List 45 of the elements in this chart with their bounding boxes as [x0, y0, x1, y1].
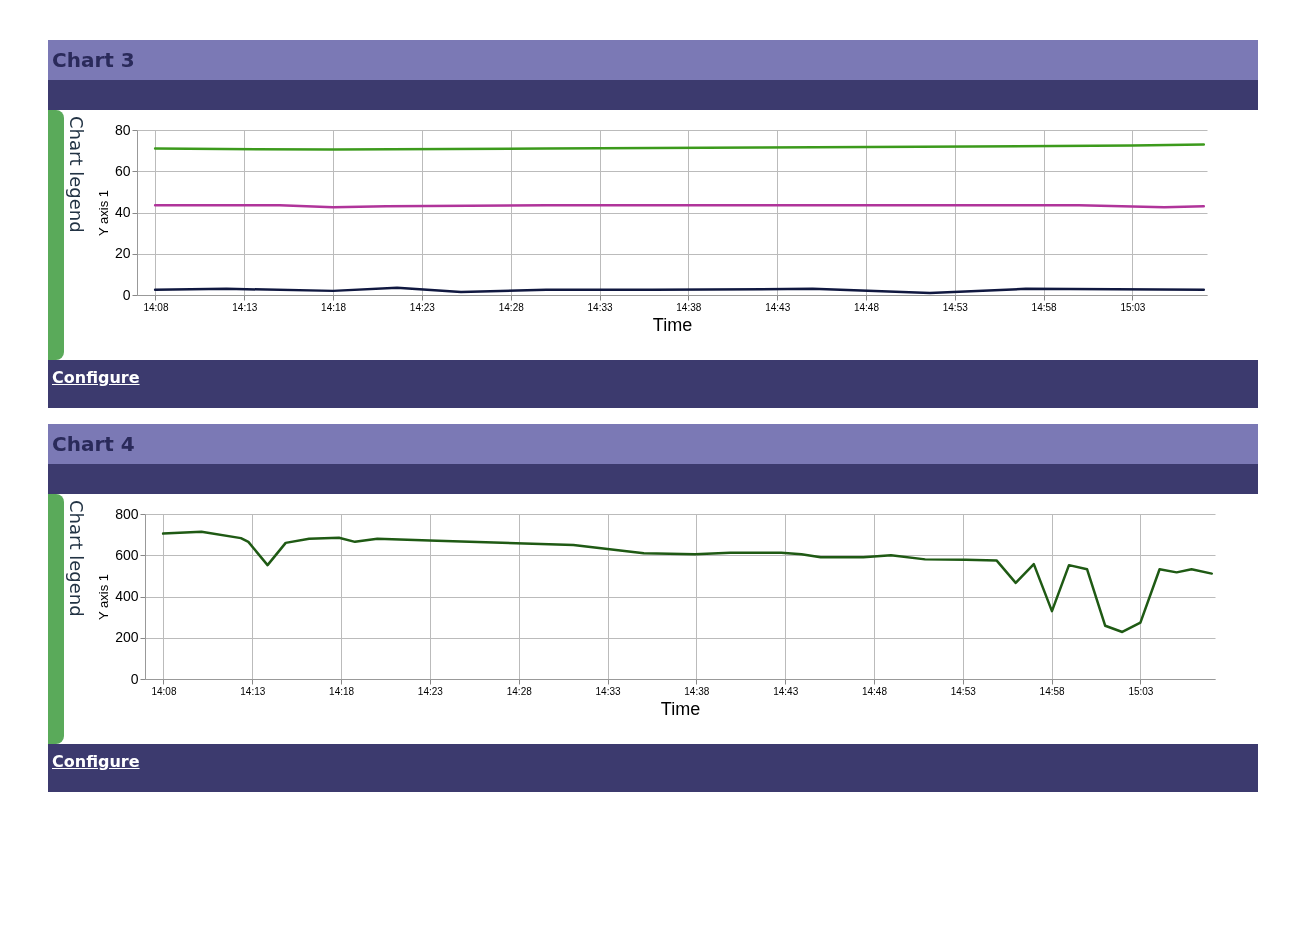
x-tick-label: 15:03: [1120, 301, 1146, 313]
x-tick-label: 14:58: [1031, 301, 1058, 313]
y-axis-title: Y axis 1: [95, 189, 111, 237]
x-axis-title: Time: [652, 314, 693, 335]
x-tick-label: 14:53: [950, 685, 977, 697]
x-tick-label: 14:23: [417, 685, 444, 697]
y-tick-label: 20: [114, 245, 131, 262]
x-tick-label: 14:13: [240, 685, 266, 697]
x-tick-label: 14:53: [942, 301, 969, 313]
x-tick-label: 14:43: [773, 685, 799, 697]
x-tick-label: 14:18: [321, 301, 347, 313]
x-axis-title: Time: [660, 698, 701, 719]
x-tick-label: 14:28: [498, 301, 525, 313]
x-tick-label: 14:13: [232, 301, 258, 313]
y-tick-label: 800: [115, 505, 139, 522]
y-tick-label: 400: [115, 588, 139, 604]
x-tick-label: 14:18: [329, 685, 355, 697]
x-tick-label: 14:08: [143, 301, 169, 313]
y-tick-label: 600: [115, 546, 139, 563]
x-tick-label: 14:48: [861, 685, 888, 697]
x-tick-label: 14:08: [151, 685, 177, 697]
text: Chart legend: [66, 500, 87, 617]
x-tick-label: 14:38: [684, 685, 710, 697]
x-tick-label: 14:33: [587, 301, 613, 313]
y-tick-label: 80: [114, 121, 131, 138]
x-tick-label: 14:28: [506, 685, 533, 697]
x-tick-label: 14:38: [676, 301, 702, 313]
x-tick-label: 14:43: [765, 301, 791, 313]
chart-title: Chart 3: [48, 40, 1258, 80]
x-tick-label: 14:33: [595, 685, 621, 697]
chart-title: Chart 4: [48, 424, 1258, 464]
line-series: [161, 530, 1214, 634]
x-tick-label: 14:58: [1039, 685, 1066, 697]
y-tick-label: 40: [114, 204, 131, 220]
x-tick-label: 14:48: [853, 301, 880, 313]
text: Configure: [52, 752, 140, 771]
x-tick-label: 15:03: [1128, 685, 1154, 697]
text: Chart legend: [66, 116, 87, 233]
y-tick-label: 200: [115, 629, 139, 646]
y-axis-title: Y axis 1: [96, 573, 112, 621]
y-tick-label: 0: [122, 286, 131, 303]
y-tick-label: 0: [130, 670, 139, 687]
text: Configure: [52, 368, 140, 387]
y-tick-label: 60: [114, 162, 131, 179]
x-tick-label: 14:23: [409, 301, 436, 313]
